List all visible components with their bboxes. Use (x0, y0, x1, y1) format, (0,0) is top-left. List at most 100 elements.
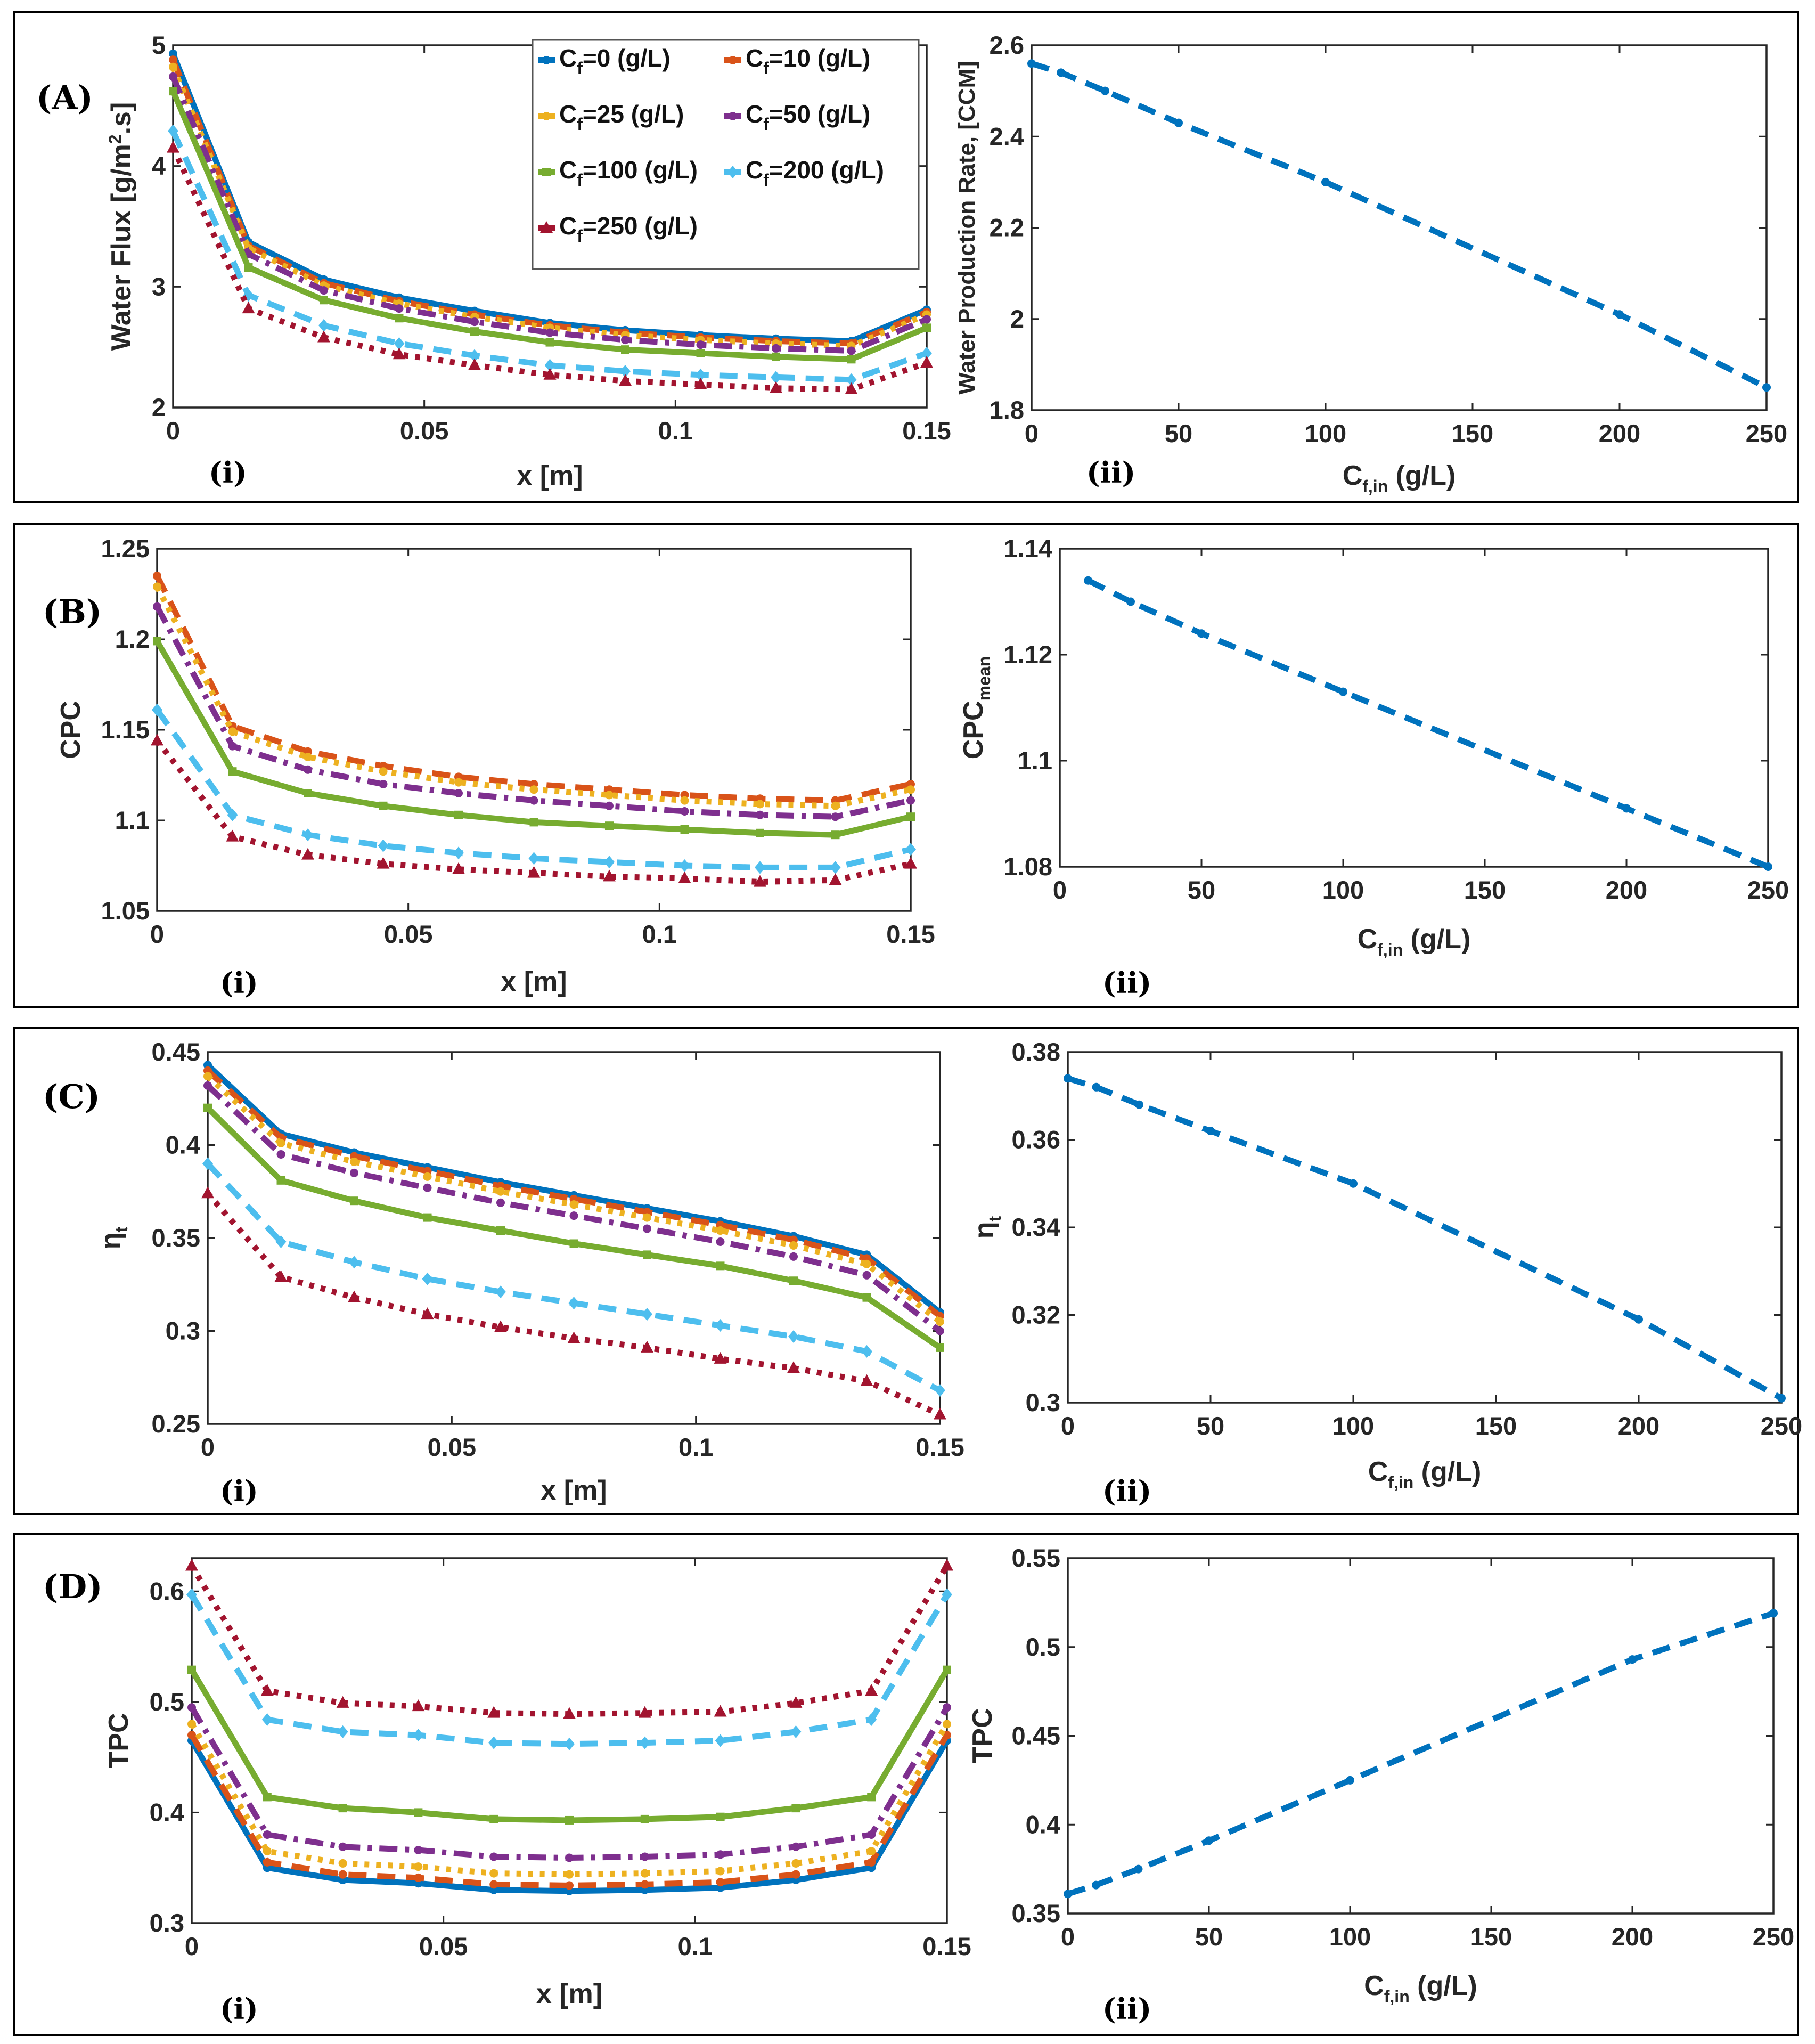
data-point (621, 345, 629, 354)
legend-marker (542, 56, 551, 64)
legend-marker (729, 56, 737, 64)
x-tick-label: 50 (1195, 1923, 1223, 1951)
y-tick-label: 0.3 (166, 1317, 200, 1345)
data-point (1197, 629, 1206, 638)
axis-box (207, 1051, 941, 1425)
data-point (168, 124, 178, 137)
data-point (454, 810, 463, 819)
panel-tag-b: (B) (43, 592, 102, 631)
data-point (304, 789, 312, 797)
data-point (936, 1317, 944, 1326)
data-point (643, 1224, 651, 1233)
data-point (641, 1340, 653, 1353)
data-point (862, 1271, 871, 1280)
data-point (228, 727, 237, 736)
y-tick-label: 1.14 (1004, 534, 1052, 563)
data-point (378, 839, 389, 852)
data-point (605, 801, 614, 810)
chart-tpc-mean: 0 50 100 150 200 250 0.35 0.4 0.45 0.5 0.55 Cf,in (… (967, 1544, 1794, 2006)
y-tick-label: 2.4 (990, 122, 1024, 150)
chart-water-production-rate: 0 50 100 150 200 250 1.8 2 2.2 2.4 2.6 Cf,in (g/L) W… (954, 31, 1787, 496)
data-point (301, 848, 314, 860)
data-point (1622, 804, 1631, 813)
y-tick-label: 0.4 (166, 1131, 200, 1159)
data-point (847, 346, 856, 355)
data-point (640, 1869, 649, 1878)
data-point (829, 873, 842, 885)
data-point (789, 1696, 803, 1708)
legend-entry-label: Cf=200 (g/L) (746, 156, 884, 190)
data-point (1346, 1776, 1354, 1785)
data-point (495, 1285, 506, 1299)
data-point (244, 263, 253, 272)
data-point (565, 1881, 574, 1890)
data-point (569, 1211, 578, 1220)
data-point (470, 327, 479, 336)
y-tick-label: 1.1 (1018, 746, 1052, 775)
x-axis-label: Cf,in (g/L) (1368, 1456, 1482, 1492)
legend-entry-label: Cf=250 (g/L) (559, 212, 698, 246)
data-point (529, 818, 538, 827)
data-point (936, 1326, 944, 1335)
data-point (414, 1846, 423, 1854)
x-tick-label: 0.15 (902, 417, 951, 445)
legend-marker (542, 168, 551, 176)
data-point (545, 338, 554, 347)
x-tick-label: 0.15 (915, 1433, 964, 1461)
data-point (714, 1705, 727, 1717)
data-point (201, 1186, 214, 1199)
data-point (1321, 177, 1330, 186)
series-line (170, 75, 928, 354)
panel-border-c (13, 1027, 1799, 1515)
data-point (716, 1812, 725, 1821)
data-point (275, 1235, 287, 1248)
data-point (643, 1213, 651, 1222)
series-line (1031, 60, 1768, 390)
x-tick-label: 200 (1612, 1923, 1653, 1951)
data-point (865, 1684, 878, 1696)
data-point (276, 1139, 285, 1148)
data-point (187, 1665, 196, 1674)
panel-tag-d: (D) (43, 1567, 102, 1606)
y-tick-label: 3 (152, 272, 166, 300)
data-point (715, 1734, 726, 1747)
data-point (1057, 68, 1066, 77)
data-point (454, 778, 463, 787)
x-tick-label: 0 (185, 1932, 199, 1960)
data-point (941, 1559, 953, 1571)
data-point (789, 1276, 798, 1285)
data-point (714, 1351, 727, 1364)
data-point (603, 869, 616, 882)
data-point (304, 765, 312, 774)
data-point (1615, 310, 1624, 319)
data-point (861, 1345, 872, 1358)
sub-tag-c-i: (i) (220, 1474, 258, 1508)
data-point (905, 843, 916, 856)
data-point (565, 1815, 574, 1825)
y-tick-label: 0.3 (1026, 1388, 1060, 1416)
data-point (261, 1713, 273, 1727)
x-tick-label: 0.05 (384, 920, 432, 948)
data-point (605, 791, 614, 800)
data-point (1769, 1609, 1778, 1618)
panel-border-a (13, 11, 1799, 503)
legend-marker (540, 221, 553, 233)
data-point (791, 1804, 800, 1813)
x-tick-label: 200 (1599, 419, 1640, 447)
data-point (393, 347, 406, 360)
x-tick-label: 0.1 (678, 1433, 713, 1461)
data-point (569, 1239, 578, 1248)
axis-box (1067, 1557, 1775, 1915)
data-point (755, 861, 765, 874)
data-point (620, 365, 631, 378)
y-tick-label: 1.25 (101, 534, 150, 563)
data-point (640, 1852, 649, 1861)
series-line (189, 1722, 950, 1878)
y-tick-label: 1.1 (115, 806, 150, 834)
y-tick-label: 0.45 (152, 1038, 200, 1066)
data-point (304, 753, 312, 761)
y-tick-label: 2.2 (990, 214, 1024, 242)
data-point (564, 1737, 575, 1750)
data-point (186, 1588, 197, 1601)
data-point (260, 1684, 274, 1696)
